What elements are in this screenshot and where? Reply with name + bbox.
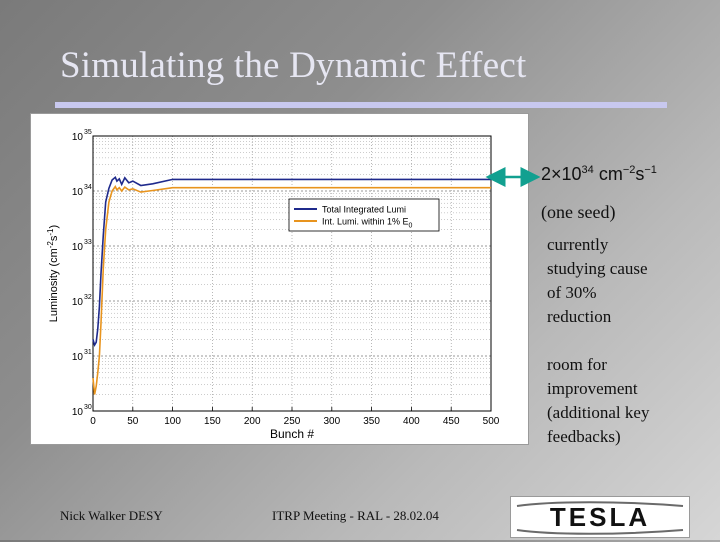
x-tick-label: 100 <box>164 416 181 427</box>
note-reduction-line: currently <box>547 235 609 254</box>
legend-label-total: Total Integrated Lumi <box>322 205 406 215</box>
tesla-logo: TESLA <box>510 496 690 538</box>
y-tick-exponent: 35 <box>84 129 92 136</box>
y-axis-label-text: ) <box>48 225 60 229</box>
note-reduction-line: reduction <box>547 307 612 326</box>
y-axis-label-sup: -2 <box>46 241 55 249</box>
x-tick-label: 200 <box>244 416 261 427</box>
note-reduction: currently studying cause of 30% reductio… <box>547 233 648 329</box>
luminosity-value-annotation: 2×1034 cm−2s−1 <box>541 164 657 185</box>
x-tick-label: 150 <box>204 416 221 427</box>
chart-panel: 0 50 100 150 200 250 300 350 400 450 500 10 30 10 31 10… <box>30 113 529 445</box>
note-improvement-line: room for <box>547 355 607 374</box>
y-axis-label-text: Luminosity (cm <box>48 248 60 322</box>
lumi-exponent: 34 <box>581 164 594 176</box>
logo-swoosh-top <box>516 501 684 507</box>
y-tick-label: 10 <box>72 352 84 363</box>
y-tick-label: 10 <box>72 132 84 143</box>
x-tick-label: 400 <box>403 416 420 427</box>
footer-meeting: ITRP Meeting - RAL - 28.02.04 <box>272 508 439 523</box>
series-line-within1pct <box>92 185 491 395</box>
y-tick-label: 10 <box>72 187 84 198</box>
y-axis-label-text: s <box>48 235 60 241</box>
logo-swoosh-bottom <box>516 529 684 535</box>
footer-author: Nick Walker DESY <box>60 508 163 523</box>
note-improvement-line: (additional key <box>547 403 650 422</box>
legend-label-subscript: 0 <box>409 223 413 230</box>
x-tick-label: 450 <box>443 416 460 427</box>
x-tick-label: 500 <box>483 416 500 427</box>
y-tick-label: 10 <box>72 297 84 308</box>
x-axis-label: Bunch # <box>270 427 314 441</box>
logo-text: TESLA <box>550 502 650 532</box>
note-improvement-line: feedbacks) <box>547 427 621 446</box>
y-tick-exponent: 33 <box>84 239 92 246</box>
x-tick-label: 300 <box>323 416 340 427</box>
y-tick-exponent: 31 <box>84 349 92 356</box>
plot-area <box>93 136 491 411</box>
x-tick-label: 250 <box>284 416 301 427</box>
lumi-unit-s: s <box>635 164 645 184</box>
x-tick-label: 350 <box>363 416 380 427</box>
lumi-unit-cm-exp: −2 <box>622 164 636 176</box>
legend-box <box>288 198 440 232</box>
note-improvement-line: improvement <box>547 379 638 398</box>
y-axis-label-sup: -1 <box>46 228 55 236</box>
y-tick-exponent: 34 <box>84 184 92 191</box>
y-axis-label: Luminosity (cm-2s-1) <box>46 225 60 322</box>
y-tick-exponent: 30 <box>84 404 92 411</box>
seed-annotation: (one seed) <box>541 202 616 222</box>
x-tick-label: 50 <box>127 416 139 427</box>
note-reduction-line: studying cause <box>547 259 648 278</box>
y-tick-label: 10 <box>72 242 84 253</box>
tesla-logo-graphic: TESLA <box>516 501 684 535</box>
note-reduction-line: of 30% <box>547 283 597 302</box>
lumi-unit-cm: cm <box>598 164 623 184</box>
slide-title: Simulating the Dynamic Effect <box>60 45 527 86</box>
x-tick-label: 0 <box>90 416 96 427</box>
title-underline <box>55 102 667 108</box>
lumi-mantissa: 2×10 <box>541 164 582 184</box>
y-tick-exponent: 32 <box>84 294 92 301</box>
series-line-total <box>92 175 491 347</box>
legend-label-within1pct: Int. Lumi. within 1% E0 <box>322 217 413 230</box>
y-tick-label: 10 <box>72 407 84 418</box>
note-improvement: room for improvement (additional key fee… <box>547 353 649 449</box>
lumi-unit-s-exp: −1 <box>644 164 657 176</box>
